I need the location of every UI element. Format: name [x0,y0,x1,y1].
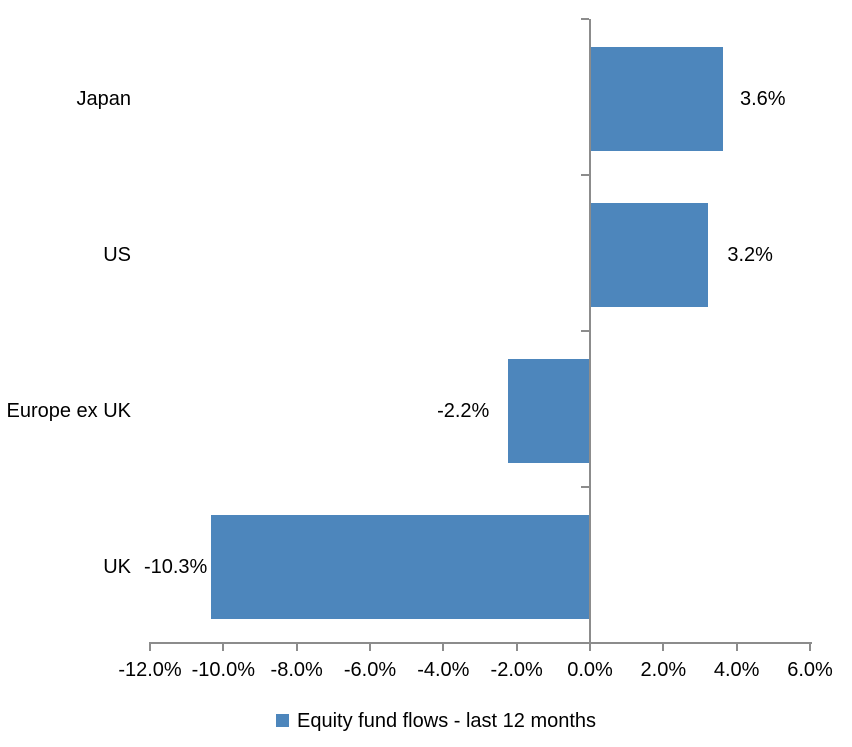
x-axis-tick [149,642,151,651]
category-label: UK [103,556,131,578]
x-axis-tick [735,642,738,651]
x-axis-tick [222,642,225,651]
x-tick-label: -4.0% [417,659,470,681]
bar [591,203,709,307]
category-label: Europe ex UK [6,400,131,422]
x-tick-label: 2.0% [640,659,687,681]
bar-value-label: -2.2% [437,400,490,422]
bar [211,515,589,619]
y-axis-tick [581,642,589,644]
y-axis-line [589,19,591,651]
x-tick-label: -10.0% [191,659,256,681]
x-tick-label: -6.0% [343,659,397,681]
x-tick-label: -2.0% [490,659,543,681]
x-axis-tick [295,642,298,651]
bar-value-label: -10.3% [143,556,208,578]
x-axis-tick [442,642,445,651]
x-tick-label: -12.0% [118,659,182,681]
legend-swatch-icon [276,714,289,727]
bar-value-label: 3.2% [727,244,773,266]
x-axis-tick [515,642,518,651]
x-axis-tick [662,642,665,651]
y-axis-tick [581,486,589,488]
x-axis-tick [809,642,811,651]
legend: Equity fund flows - last 12 months [0,706,852,736]
bar [508,359,589,463]
bar [591,47,723,151]
category-label: US [103,244,131,266]
x-axis-tick [369,642,371,651]
category-label: Japan [76,88,132,110]
x-tick-label: 6.0% [787,659,833,681]
legend-label: Equity fund flows - last 12 months [297,710,597,732]
x-axis-tick [589,642,591,651]
x-tick-label: 4.0% [713,659,760,681]
x-tick-label: 0.0% [567,659,613,681]
y-axis-tick [581,174,589,176]
bar-value-label: 3.6% [740,88,786,110]
x-tick-label: -8.0% [270,659,323,681]
x-axis-line [149,642,812,644]
y-axis-tick [581,330,589,332]
y-axis-tick [581,18,589,20]
